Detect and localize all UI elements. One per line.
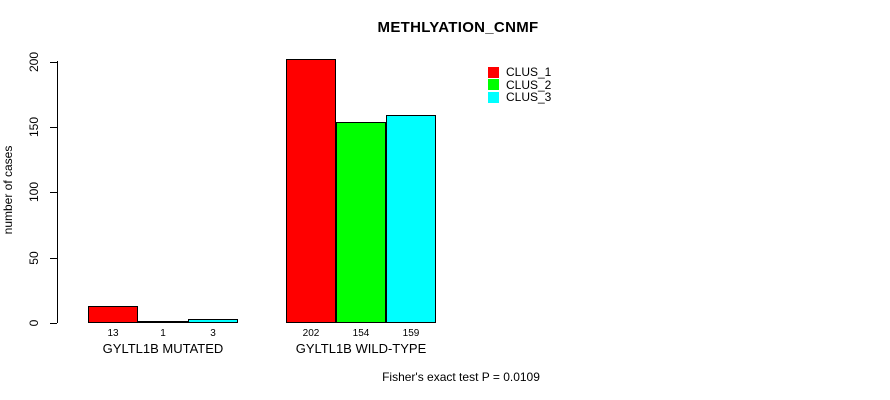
legend: CLUS_1 CLUS_2 CLUS_3 xyxy=(488,66,551,104)
legend-item-clus-2: CLUS_2 xyxy=(488,79,551,92)
legend-swatch-clus-3 xyxy=(488,91,499,103)
y-tick-mark xyxy=(50,258,57,259)
bar-value-label: 202 xyxy=(302,328,320,339)
y-tick-label: 150 xyxy=(27,116,41,138)
bar-clus-1-gyltl1b-wild-type xyxy=(286,59,336,323)
bar-clus-2-gyltl1b-wild-type xyxy=(336,122,386,323)
chart-title: METHLYATION_CNMF xyxy=(377,19,539,36)
legend-swatch-clus-1 xyxy=(488,66,499,78)
bar-clus-2-gyltl1b-mutated xyxy=(138,321,188,323)
bar-value-label: 3 xyxy=(210,328,216,339)
stat-annotation: Fisher's exact test P = 0.0109 xyxy=(382,370,540,384)
legend-label-clus-1: CLUS_1 xyxy=(506,65,552,80)
y-tick-label: 0 xyxy=(27,319,41,327)
y-tick-mark xyxy=(50,62,57,63)
y-tick-mark xyxy=(50,127,57,128)
bar-value-label: 1 xyxy=(160,328,166,339)
y-tick-mark xyxy=(50,192,57,193)
bar-clus-3-gyltl1b-wild-type xyxy=(386,115,436,323)
legend-item-clus-3: CLUS_3 xyxy=(488,91,551,104)
bar-clus-3-gyltl1b-mutated xyxy=(188,319,238,323)
bar-value-label: 13 xyxy=(107,328,119,339)
bar-value-label: 154 xyxy=(352,328,370,339)
y-tick-label: 200 xyxy=(27,51,41,73)
x-category-label-gyltl1b-mutated: GYLTL1B MUTATED xyxy=(102,341,224,356)
y-tick-label: 50 xyxy=(27,251,41,265)
bar-clus-1-gyltl1b-mutated xyxy=(88,306,138,323)
legend-label-clus-2: CLUS_2 xyxy=(506,77,552,92)
legend-item-clus-1: CLUS_1 xyxy=(488,66,551,79)
bar-value-label: 159 xyxy=(402,328,420,339)
legend-label-clus-3: CLUS_3 xyxy=(506,90,552,105)
x-category-label-gyltl1b-wild-type: GYLTL1B WILD-TYPE xyxy=(295,341,427,356)
legend-swatch-clus-2 xyxy=(488,79,499,91)
y-axis-line xyxy=(57,61,58,323)
y-tick-mark xyxy=(50,323,57,324)
y-tick-label: 100 xyxy=(27,181,41,203)
